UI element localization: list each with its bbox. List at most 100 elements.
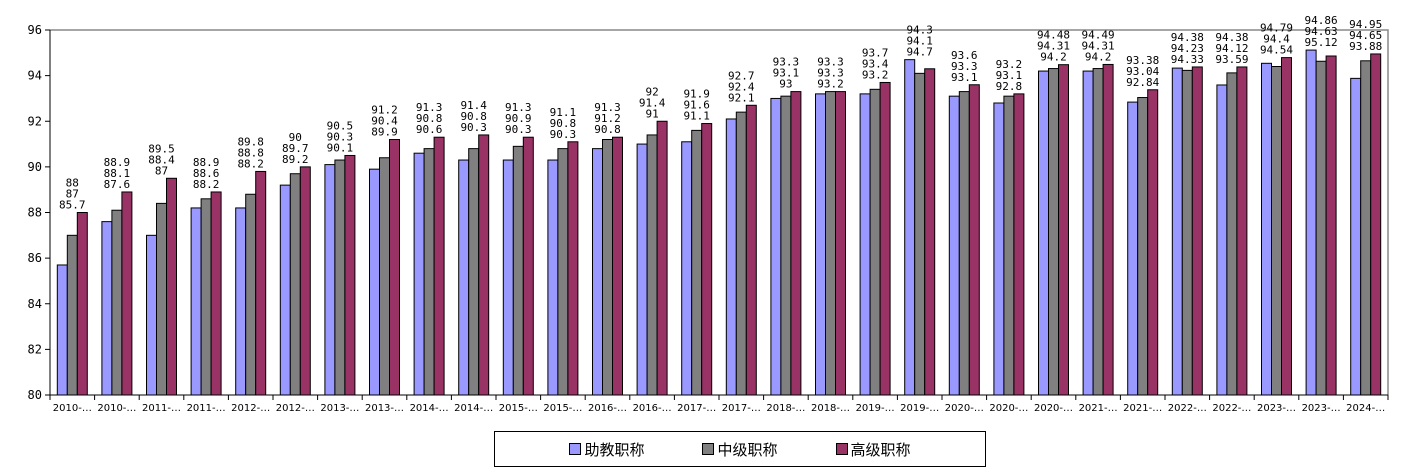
bar — [1271, 66, 1282, 396]
y-tick-label: 82 — [28, 342, 42, 356]
y-tick-label: 96 — [28, 23, 42, 37]
data-label: 94.79 — [1260, 22, 1293, 35]
x-tick-label: 2020-… — [989, 403, 1028, 414]
data-label: 91.9 — [683, 88, 710, 101]
x-tick-label: 2020-… — [1034, 403, 1073, 414]
x-tick-label: 2015-… — [543, 403, 582, 414]
data-label: 93 — [779, 78, 792, 91]
x-tick-label: 2017-… — [677, 403, 716, 414]
bar — [1102, 63, 1114, 396]
data-label: 94.33 — [1171, 53, 1204, 66]
data-label: 88.2 — [193, 178, 220, 191]
bar — [1127, 101, 1139, 396]
bar — [369, 168, 380, 396]
data-label: 90.8 — [550, 117, 577, 130]
y-tick-label: 88 — [28, 206, 42, 220]
data-label: 93.2 — [862, 68, 889, 81]
bar — [1048, 68, 1059, 396]
data-label: 94.4 — [1263, 33, 1290, 46]
bar — [379, 157, 390, 396]
data-label: 90.3 — [327, 130, 354, 143]
bar — [1171, 67, 1183, 396]
bar — [691, 129, 703, 396]
bar — [245, 193, 257, 396]
bar — [948, 95, 960, 396]
data-label: 93.38 — [1126, 54, 1159, 67]
legend-item-intermediate: 中级职称 — [702, 439, 778, 460]
data-label: 90.3 — [505, 123, 532, 136]
data-label: 94.2 — [1085, 50, 1112, 63]
data-label: 88.8 — [237, 146, 264, 159]
x-tick-label: 2023-… — [1302, 403, 1341, 414]
x-tick-label: 2014-… — [410, 403, 449, 414]
data-label: 90.9 — [505, 112, 532, 125]
bar — [924, 68, 936, 396]
x-tick-label: 2010-… — [53, 403, 92, 414]
x-tick-label: 2021-… — [1123, 403, 1162, 414]
bar — [522, 136, 534, 396]
bar — [656, 120, 668, 396]
bar — [1305, 49, 1317, 396]
bar — [1226, 72, 1238, 396]
legend-label-intermediate: 中级职称 — [717, 440, 778, 459]
bar — [1216, 84, 1228, 396]
bar — [1325, 55, 1337, 396]
data-label: 94.31 — [1082, 39, 1115, 52]
data-label: 94.65 — [1349, 29, 1382, 42]
x-tick-label: 2016-… — [588, 403, 627, 414]
bar — [879, 81, 891, 396]
bar — [146, 234, 157, 396]
data-label: 88.9 — [193, 156, 220, 169]
bar — [1147, 89, 1159, 396]
bar — [835, 91, 846, 396]
data-label: 88.4 — [148, 153, 175, 166]
data-label: 90.3 — [460, 121, 487, 134]
x-tick-label: 2010-… — [97, 403, 136, 414]
data-label: 93.6 — [951, 49, 978, 62]
bar — [592, 148, 603, 396]
data-label: 88.9 — [104, 156, 131, 169]
bar — [859, 93, 871, 396]
x-tick-label: 2022-… — [1168, 403, 1207, 414]
bar — [76, 212, 88, 396]
data-label: 89.8 — [237, 135, 264, 148]
bar — [993, 102, 1005, 396]
bar — [512, 145, 524, 396]
legend-item-senior: 高级职称 — [835, 439, 911, 460]
bar — [413, 152, 425, 396]
bar — [780, 95, 792, 396]
bar — [433, 136, 445, 396]
bar — [299, 166, 311, 396]
data-label: 89.9 — [371, 126, 398, 139]
bar — [190, 207, 202, 396]
bar — [612, 136, 623, 396]
plot-frame — [50, 29, 1389, 395]
data-label: 92.8 — [996, 80, 1023, 93]
data-label: 91.4 — [639, 96, 666, 109]
data-label: 93.3 — [817, 67, 844, 80]
bar — [458, 159, 470, 396]
data-label: 90.3 — [550, 128, 577, 141]
bar — [166, 177, 177, 396]
bar — [1350, 77, 1362, 396]
bar — [602, 139, 613, 396]
legend-item-assistant: 助教职称 — [569, 439, 644, 460]
data-label: 91.3 — [505, 101, 532, 114]
data-label: 94.1 — [906, 35, 933, 48]
bar — [1038, 70, 1049, 396]
y-tick-label: 86 — [28, 251, 42, 265]
legend-swatch-intermediate — [702, 443, 715, 455]
data-label: 94.49 — [1082, 28, 1115, 41]
bar — [1137, 97, 1149, 396]
data-label: 90.8 — [594, 123, 621, 136]
data-label: 89.5 — [148, 142, 175, 155]
data-label: 90.8 — [460, 110, 487, 123]
bar — [344, 154, 356, 396]
bar — [156, 202, 167, 396]
x-tick-label: 2012-… — [231, 403, 270, 414]
data-label: 88 — [66, 177, 79, 190]
data-label: 91.1 — [550, 106, 577, 119]
bar — [200, 198, 212, 396]
data-label: 93.3 — [773, 56, 800, 69]
x-tick-label: 2024-… — [1346, 403, 1385, 414]
